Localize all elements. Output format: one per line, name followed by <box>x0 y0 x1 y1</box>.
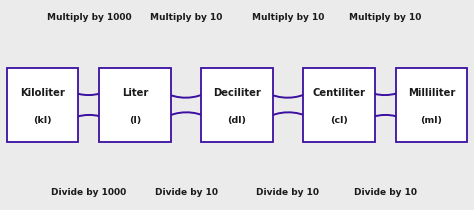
Text: Divide by 10: Divide by 10 <box>354 188 417 197</box>
Text: Divide by 1000: Divide by 1000 <box>51 188 127 197</box>
Text: Divide by 10: Divide by 10 <box>256 188 319 197</box>
Text: Multiply by 10: Multiply by 10 <box>349 13 421 22</box>
FancyBboxPatch shape <box>395 68 467 142</box>
Text: Multiply by 10: Multiply by 10 <box>150 13 222 22</box>
Text: (kl): (kl) <box>33 116 52 125</box>
FancyBboxPatch shape <box>201 68 273 142</box>
Text: Kiloliter: Kiloliter <box>20 88 65 98</box>
Text: (dl): (dl) <box>228 116 246 125</box>
Text: Multiply by 1000: Multiply by 1000 <box>46 13 131 22</box>
Text: (cl): (cl) <box>330 116 348 125</box>
Text: (ml): (ml) <box>420 116 442 125</box>
Text: Liter: Liter <box>122 88 148 98</box>
Text: Milliliter: Milliliter <box>408 88 455 98</box>
Text: (l): (l) <box>129 116 141 125</box>
Text: Deciliter: Deciliter <box>213 88 261 98</box>
Text: Multiply by 10: Multiply by 10 <box>252 13 324 22</box>
Text: Centiliter: Centiliter <box>312 88 365 98</box>
Text: Divide by 10: Divide by 10 <box>155 188 218 197</box>
FancyBboxPatch shape <box>99 68 171 142</box>
FancyBboxPatch shape <box>7 68 78 142</box>
FancyBboxPatch shape <box>303 68 374 142</box>
